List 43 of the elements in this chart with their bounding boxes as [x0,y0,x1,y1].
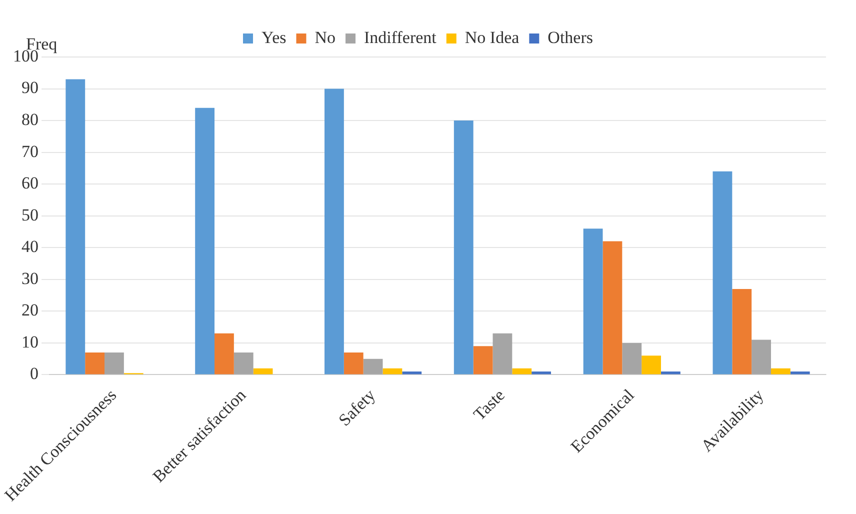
bar [195,108,215,374]
bar [622,342,642,374]
bar [790,372,810,374]
bar [752,340,771,374]
y-tick-label: 30 [22,268,38,288]
y-tick-label: 50 [22,205,38,224]
y-tick-label: 40 [22,237,38,256]
y-tick-label: 70 [22,142,38,161]
bar [214,333,234,374]
bar [712,171,732,374]
bar [324,88,344,374]
bar [512,368,532,374]
bar [642,356,661,374]
y-tick-label: 60 [22,174,38,193]
bar [492,333,512,374]
legend-label: Indifferent [364,28,437,47]
bar [771,368,790,374]
y-tick-label: 80 [22,110,38,130]
bar [363,358,383,374]
legend-label: No Idea [464,28,520,47]
legend-label: Others [548,28,593,47]
bar [454,120,474,374]
y-tick-label: 10 [22,332,38,352]
legend-label: No [314,28,336,47]
bar [85,352,104,374]
bar [583,228,603,374]
bar [602,241,622,374]
x-tick-label: Taste [470,386,508,424]
y-tick-label: 0 [30,364,38,384]
bar [234,352,254,374]
bar [104,352,124,374]
y-tick-label: 90 [22,78,38,98]
bar [253,368,273,374]
bar [660,372,680,374]
bar [382,368,402,374]
bar [732,288,752,374]
bar [473,346,493,374]
bar [532,372,551,374]
legend-label: Yes [262,28,286,47]
bar [402,372,422,374]
bar [344,352,364,374]
y-tick-label: 20 [22,300,38,320]
bar [66,79,86,374]
